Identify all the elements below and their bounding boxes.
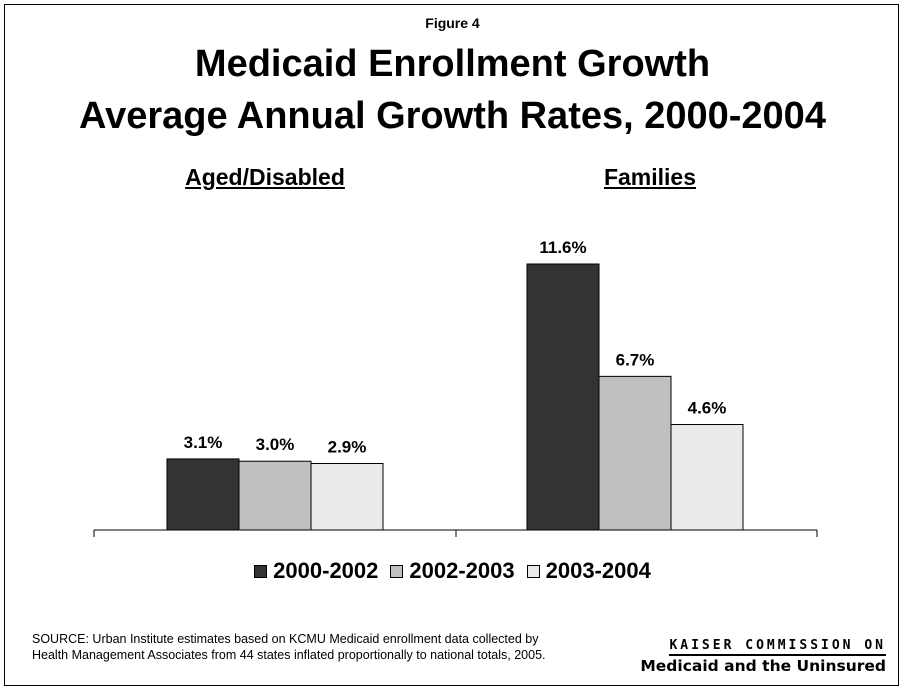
legend: 2000-2002 2002-2003 2003-2004 bbox=[0, 558, 905, 584]
axis-layer bbox=[93, 529, 818, 537]
legend-item-2002-2003: 2002-2003 bbox=[390, 558, 515, 584]
bar-aged-disabled-2000-2002 bbox=[166, 458, 240, 531]
legend-label-2003-2004: 2003-2004 bbox=[545, 558, 651, 583]
group-title-aged-disabled: Aged/Disabled bbox=[185, 164, 345, 190]
bar-aged-disabled-2002-2003 bbox=[238, 460, 312, 531]
group-title-families: Families bbox=[603, 164, 697, 190]
bar-families-2003-2004 bbox=[670, 424, 744, 531]
logo-line1: KAISER COMMISSION ON bbox=[669, 638, 886, 656]
legend-swatch-2000-2002 bbox=[254, 564, 268, 578]
legend-item-2003-2004: 2003-2004 bbox=[526, 558, 651, 584]
kaiser-logo: KAISER COMMISSION ON Medicaid and the Un… bbox=[612, 636, 886, 676]
slide-frame bbox=[4, 4, 899, 686]
data-label-aged-disabled-2000-2002: 3.1% bbox=[184, 433, 223, 452]
data-label-aged-disabled-2003-2004: 2.9% bbox=[328, 438, 367, 457]
data-label-families-2002-2003: 6.7% bbox=[616, 350, 655, 369]
legend-swatch-2003-2004 bbox=[526, 564, 540, 578]
data-label-families-2000-2002: 11.6% bbox=[539, 238, 586, 257]
bar-aged-disabled-2003-2004 bbox=[310, 463, 384, 531]
bar-families-2002-2003 bbox=[598, 375, 672, 531]
chart-title-line1: Medicaid Enrollment Growth bbox=[194, 43, 711, 85]
logo-line2: Medicaid and the Uninsured bbox=[640, 657, 886, 675]
bar-families-2000-2002 bbox=[526, 263, 600, 531]
source-note: SOURCE: Urban Institute estimates based … bbox=[32, 632, 546, 662]
bars-layer: 3.1% 3.0% 2.9% 11.6% 6.7% 4.6% bbox=[166, 238, 744, 531]
chart-title-line2: Average Annual Growth Rates, 2000-2004 bbox=[79, 95, 826, 137]
legend-label-2000-2002: 2000-2002 bbox=[273, 558, 379, 583]
figure-label: Figure 4 bbox=[425, 15, 480, 31]
legend-label-2002-2003: 2002-2003 bbox=[409, 558, 515, 583]
legend-item-2000-2002: 2000-2002 bbox=[254, 558, 378, 584]
legend-swatch-2002-2003 bbox=[390, 564, 404, 578]
data-label-families-2003-2004: 4.6% bbox=[688, 399, 727, 418]
data-label-aged-disabled-2002-2003: 3.0% bbox=[256, 435, 295, 454]
